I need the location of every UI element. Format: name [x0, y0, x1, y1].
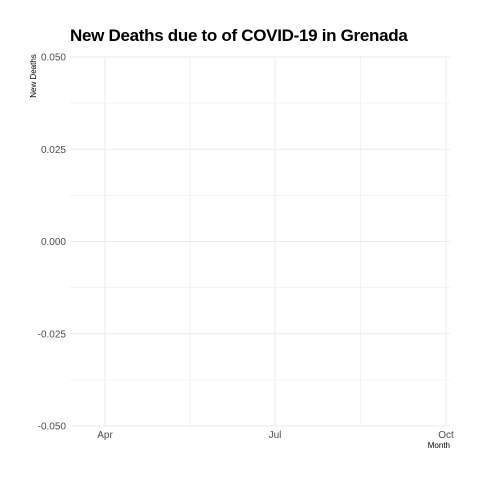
major-gridlines	[70, 56, 450, 427]
chart-title: New Deaths due to of COVID-19 in Grenada	[70, 26, 408, 45]
y-tick-label: 0.050	[41, 53, 66, 64]
y-axis-tick-labels: 0.050 0.025 0.000 -0.025 -0.050	[38, 53, 67, 433]
y-tick-label: -0.025	[38, 329, 67, 340]
x-tick-label: Oct	[438, 430, 454, 441]
x-tick-label: Apr	[97, 430, 113, 441]
x-axis-title: Month	[428, 441, 450, 450]
x-axis-tick-labels: Apr Jul Oct	[97, 430, 454, 441]
y-axis-title: New Deaths	[29, 54, 38, 98]
x-tick-label: Jul	[269, 430, 282, 441]
y-tick-label: -0.050	[38, 422, 67, 433]
y-tick-label: 0.025	[41, 145, 66, 156]
y-tick-label: 0.000	[41, 237, 66, 248]
